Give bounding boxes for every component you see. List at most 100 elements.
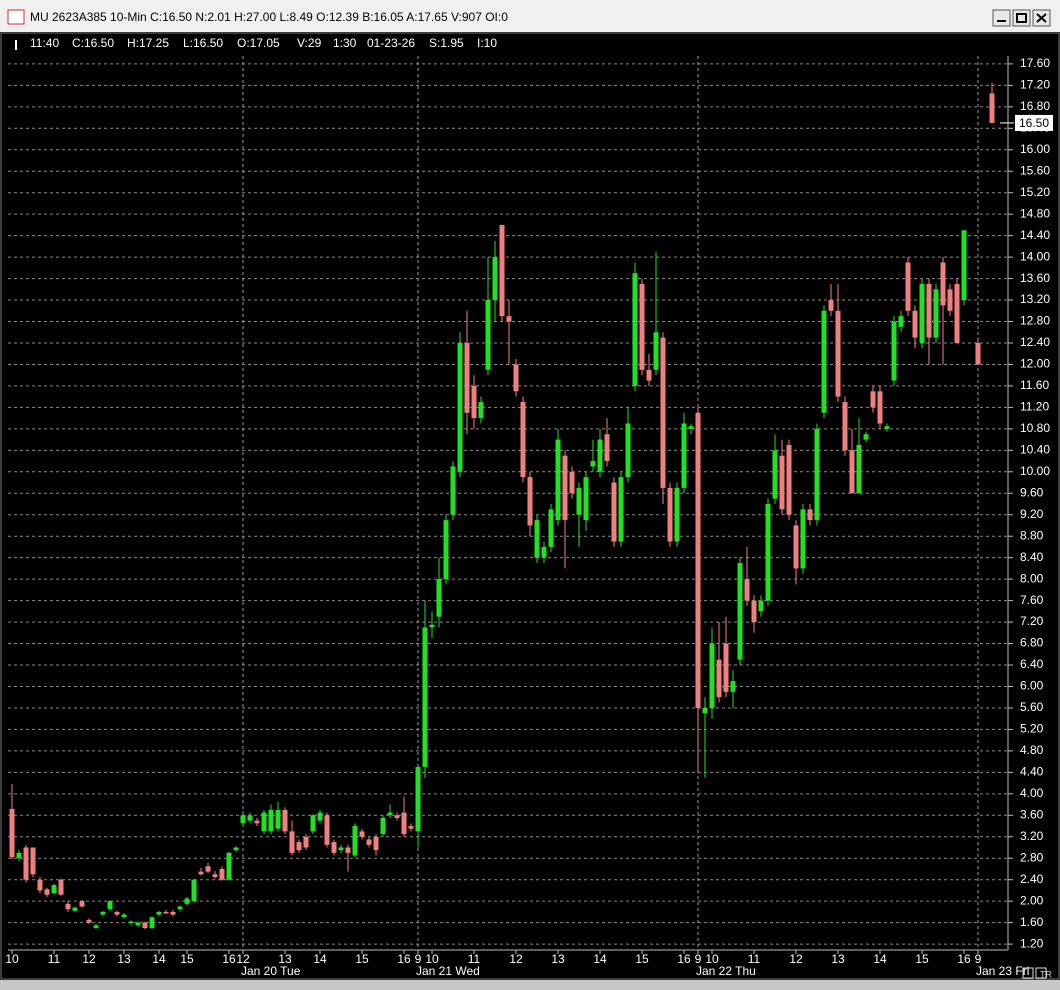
candle-body: [632, 273, 638, 386]
candle-body: [520, 402, 526, 478]
candle-body: [394, 815, 400, 818]
candle-body: [233, 847, 239, 851]
candle-body: [744, 579, 750, 601]
candle-body: [275, 809, 281, 829]
candle-body: [849, 450, 855, 494]
y-tick-label: 10.40: [1020, 443, 1050, 457]
candle-body: [352, 826, 358, 856]
candle-body: [814, 428, 820, 521]
candle-body: [457, 342, 463, 472]
candle-body: [198, 871, 204, 875]
status-tag: TR: [1040, 969, 1052, 979]
candle-body: [345, 847, 351, 853]
maximize-icon: [1016, 13, 1027, 23]
x-tick-label: 14: [593, 952, 607, 966]
candle-body: [562, 455, 568, 521]
candle-body: [947, 289, 953, 311]
candle-body: [303, 836, 309, 848]
close-icon: [1036, 13, 1047, 23]
candle-body: [170, 911, 176, 915]
info-bar: 11:40 C:16.50 H:17.25 L:16.50 O:17.05 V:…: [30, 36, 497, 50]
candle-body: [240, 815, 246, 824]
y-tick-label: 6.80: [1020, 636, 1044, 650]
x-tick-label: 12: [82, 952, 96, 966]
candle-body: [660, 337, 666, 488]
candle-body: [772, 450, 778, 499]
maximize-button[interactable]: [1012, 9, 1031, 27]
y-tick-label: 15.60: [1020, 163, 1050, 177]
candle-body: [926, 283, 932, 338]
candle-body: [450, 466, 456, 515]
minimize-button[interactable]: [992, 9, 1011, 27]
x-tick-label: 10: [425, 952, 439, 966]
candle-body: [282, 809, 288, 832]
candle-body: [37, 879, 43, 891]
candle-body: [940, 262, 946, 306]
x-tick-label: 13: [831, 952, 845, 966]
candle-body: [723, 643, 729, 692]
candle-body: [828, 300, 834, 311]
scroll-box[interactable]: [1022, 967, 1034, 979]
candle-body: [835, 310, 841, 397]
y-tick-label: 4.40: [1020, 765, 1044, 779]
candle-body: [681, 423, 687, 488]
window-title: MU 2623A385 10-Min C:16.50 N:2.01 H:27.0…: [30, 10, 508, 24]
x-tick-label: 14: [313, 952, 327, 966]
candle-body: [93, 925, 99, 928]
plot-area: 1.20 1.60 2.00 2.40 2.80 3.20 3.60 4.00 4.40 4.80…: [5, 56, 1053, 978]
candle-body: [415, 766, 421, 832]
candle-body: [569, 471, 575, 494]
candle-body: [121, 914, 127, 918]
candle-body: [44, 889, 50, 895]
x-tick-label: 16: [222, 952, 236, 966]
y-tick-label: 12.00: [1020, 357, 1050, 371]
x-tick-label: 16: [677, 952, 691, 966]
candle-body: [324, 815, 330, 845]
candle-body: [695, 412, 701, 708]
candle-body: [513, 364, 519, 392]
y-tick-label: 15.20: [1020, 185, 1050, 199]
candle-body: [716, 659, 722, 698]
y-tick-label: 9.20: [1020, 507, 1044, 521]
y-tick-label: 6.40: [1020, 657, 1044, 671]
y-tick-label: 4.00: [1020, 786, 1044, 800]
candle-body: [870, 391, 876, 408]
candle-body: [30, 847, 36, 875]
y-tick-label: 11.20: [1020, 400, 1049, 414]
candle-body: [296, 842, 302, 851]
x-tick-label: 16: [397, 952, 411, 966]
candle-body: [611, 482, 617, 542]
candle-body: [758, 600, 764, 612]
candle-body: [891, 321, 897, 381]
candle-body: [800, 509, 806, 569]
candle-body: [149, 917, 155, 928]
y-tick-label: 2.80: [1020, 850, 1044, 864]
candle-body: [254, 820, 260, 824]
candle-body: [653, 332, 659, 370]
candle-body: [555, 439, 561, 521]
candle-body: [779, 455, 785, 510]
chart-frame: [0, 32, 1060, 980]
scroll-box[interactable]: [1035, 967, 1047, 979]
candle-body: [128, 921, 134, 924]
y-tick-label: 2.40: [1020, 872, 1044, 886]
candle-body: [79, 901, 85, 907]
candle-body: [23, 847, 29, 880]
candle-body: [884, 426, 890, 429]
candle-body: [107, 901, 113, 910]
y-tick-label: 1.60: [1020, 915, 1044, 929]
candle-body: [842, 402, 848, 451]
candle-body: [821, 310, 827, 413]
candle-body: [401, 812, 407, 835]
candle-body: [212, 874, 218, 878]
candle-body: [989, 93, 995, 123]
info-item: S:1.95: [429, 36, 464, 50]
info-item: 1:30: [333, 36, 357, 50]
candle-body: [247, 815, 253, 821]
candle-body: [961, 230, 967, 301]
candle-body: [786, 444, 792, 515]
y-tick-label: 16.80: [1020, 99, 1050, 113]
info-item: O:17.05: [237, 36, 280, 50]
candle-body: [919, 283, 925, 343]
